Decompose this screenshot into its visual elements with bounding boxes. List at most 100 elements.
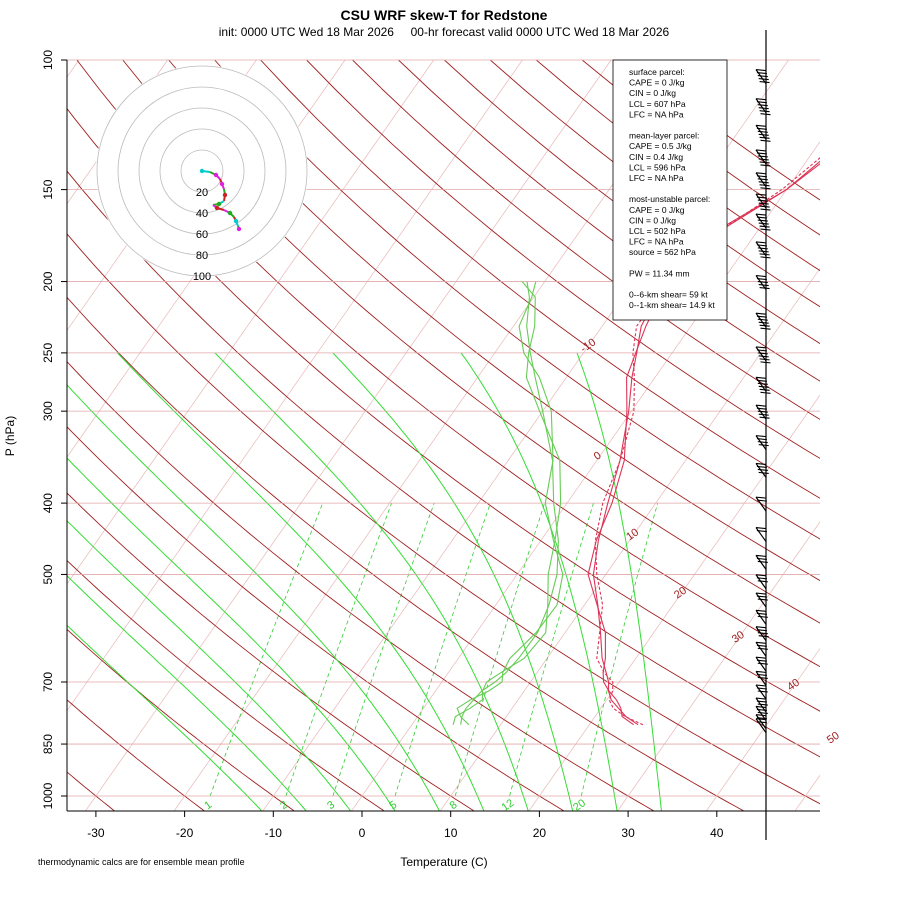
moist-adiabat-line	[67, 575, 307, 811]
barb-feather	[760, 256, 771, 259]
barb-feather	[757, 318, 768, 321]
barb-feather	[757, 155, 768, 158]
barb-feather	[756, 315, 767, 318]
isotherm-line	[84, 60, 612, 811]
barb-shaft	[755, 592, 767, 608]
barb-feather	[757, 75, 768, 78]
barb-feather	[757, 441, 768, 444]
barb-feather	[756, 196, 767, 199]
isotherm-label: 20	[672, 585, 689, 602]
barb-feather	[758, 284, 769, 287]
wind-barb	[755, 435, 769, 450]
mixing-ratio-label: 8	[448, 799, 460, 812]
barb-feather	[755, 149, 767, 152]
dewpoint-profile-line	[452, 281, 562, 725]
barb-feather	[756, 278, 767, 281]
mixing-ratio-label: 20	[571, 797, 588, 814]
barb-feather	[756, 127, 767, 130]
stats-line: CIN = 0.4 J/kg	[629, 152, 683, 162]
dewpoint-profile-line	[460, 281, 559, 725]
isotherm-line	[173, 60, 701, 811]
barb-shaft	[755, 718, 767, 734]
dry-adiabat-line	[67, 296, 745, 811]
dry-adiabat-line	[67, 559, 386, 811]
moist-adiabat-line	[460, 352, 618, 811]
wind-barb	[755, 124, 771, 142]
barb-shaft	[755, 404, 767, 420]
isotherm-line	[439, 267, 820, 811]
barb-feather	[760, 391, 771, 394]
barb-shaft	[755, 98, 767, 114]
barb-feather	[757, 178, 768, 181]
barb-feather	[760, 361, 771, 364]
barb-feather	[755, 609, 767, 612]
barb-shaft	[755, 496, 767, 512]
stats-line: CAPE = 0 J/kg	[629, 78, 685, 88]
barb-feather	[755, 554, 767, 557]
dry-adiabat-line	[76, 60, 820, 668]
stats-line: LFC = NA hPa	[629, 237, 684, 247]
hodograph-ring-label: 40	[196, 208, 208, 220]
x-tick-label: -30	[87, 826, 105, 840]
barb-feather	[755, 718, 767, 721]
barb-feather	[759, 416, 770, 419]
barb-feather	[757, 281, 768, 284]
barb-feather	[756, 465, 767, 468]
wind-barb	[755, 69, 770, 84]
barb-feather	[760, 113, 771, 116]
hodograph-ring	[96, 65, 308, 277]
barb-feather	[759, 110, 770, 113]
barb-feather	[759, 324, 770, 327]
barb-shaft	[755, 124, 767, 140]
barb-feather	[758, 181, 769, 184]
dry-adiabat-line	[67, 492, 475, 811]
barb-feather	[755, 404, 767, 407]
mixing-ratio-lines	[209, 502, 659, 797]
stats-line: LFC = NA hPa	[629, 173, 684, 183]
isotherm-line	[528, 394, 820, 811]
barb-shaft	[755, 213, 767, 229]
wind-barb	[755, 275, 770, 290]
barb-feather	[755, 172, 767, 175]
isotherm-label: 50	[825, 730, 842, 747]
isotherm-label: 40	[785, 677, 802, 694]
moist-adiabat-line	[117, 352, 485, 811]
hodograph-ring-label: 100	[193, 271, 211, 283]
barb-feather	[755, 527, 767, 530]
barb-feather	[759, 161, 770, 164]
wind-barb	[755, 213, 771, 231]
barb-feather	[756, 577, 767, 580]
dry-adiabat-line	[214, 60, 820, 540]
barb-feather	[755, 705, 767, 709]
barb-feather	[758, 385, 769, 388]
isotherm-line	[705, 647, 820, 811]
hodograph-point	[213, 172, 219, 178]
isotherm-label: 10	[624, 526, 641, 543]
barb-shaft	[755, 684, 767, 700]
moist-adiabat-line	[67, 520, 352, 811]
y-tick-label: 250	[41, 343, 55, 363]
barb-feather	[756, 407, 767, 410]
mixing-ratio-line	[509, 502, 594, 797]
barb-feather	[758, 471, 769, 474]
mixing-ratio-label: 12	[499, 797, 516, 814]
dry-adiabat-line	[352, 60, 820, 420]
barb-feather	[756, 659, 767, 662]
dry-adiabat-line	[67, 170, 820, 758]
dry-adiabat-line	[67, 233, 820, 805]
barb-feather	[755, 462, 767, 465]
barb-feather	[756, 700, 767, 703]
hodograph-ring	[117, 86, 287, 256]
barb-shaft	[755, 656, 767, 672]
y-tick-label: 1000	[41, 782, 55, 809]
barb-shaft	[755, 275, 767, 290]
hodograph-point	[236, 226, 242, 232]
barb-feather	[757, 104, 768, 107]
wind-barb	[755, 241, 771, 259]
barb-feather	[759, 358, 770, 361]
barb-feather	[756, 687, 767, 690]
x-tick-label: 40	[710, 826, 724, 840]
barb-shaft	[755, 641, 767, 657]
barb-feather	[760, 164, 771, 167]
stats-line: LFC = NA hPa	[629, 109, 684, 119]
